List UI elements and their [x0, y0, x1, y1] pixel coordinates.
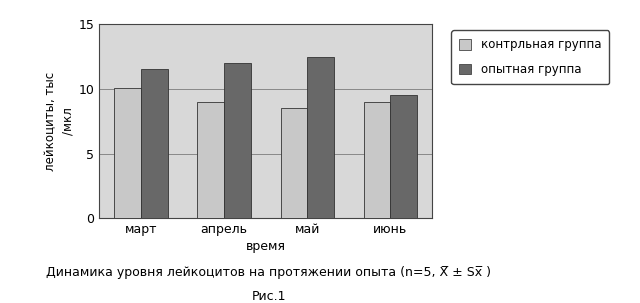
- Bar: [390, 95, 417, 218]
- Bar: [307, 57, 333, 218]
- Bar: [280, 108, 307, 218]
- Y-axis label: лейкоциты, тыс
/мкл: лейкоциты, тыс /мкл: [44, 72, 74, 171]
- Bar: [141, 69, 168, 218]
- Bar: [224, 63, 251, 218]
- X-axis label: время: время: [246, 240, 285, 253]
- Bar: [198, 102, 224, 218]
- Text: Рис.1: Рис.1: [252, 291, 286, 303]
- Bar: [364, 102, 390, 218]
- Bar: [115, 88, 141, 218]
- Text: Динамика уровня лейкоцитов на протяжении опыта (n=5, X̅ ± Sx̅ ): Динамика уровня лейкоцитов на протяжении…: [46, 266, 492, 279]
- Legend: контрльная группа, опытная группа: контрльная группа, опытная группа: [451, 30, 609, 85]
